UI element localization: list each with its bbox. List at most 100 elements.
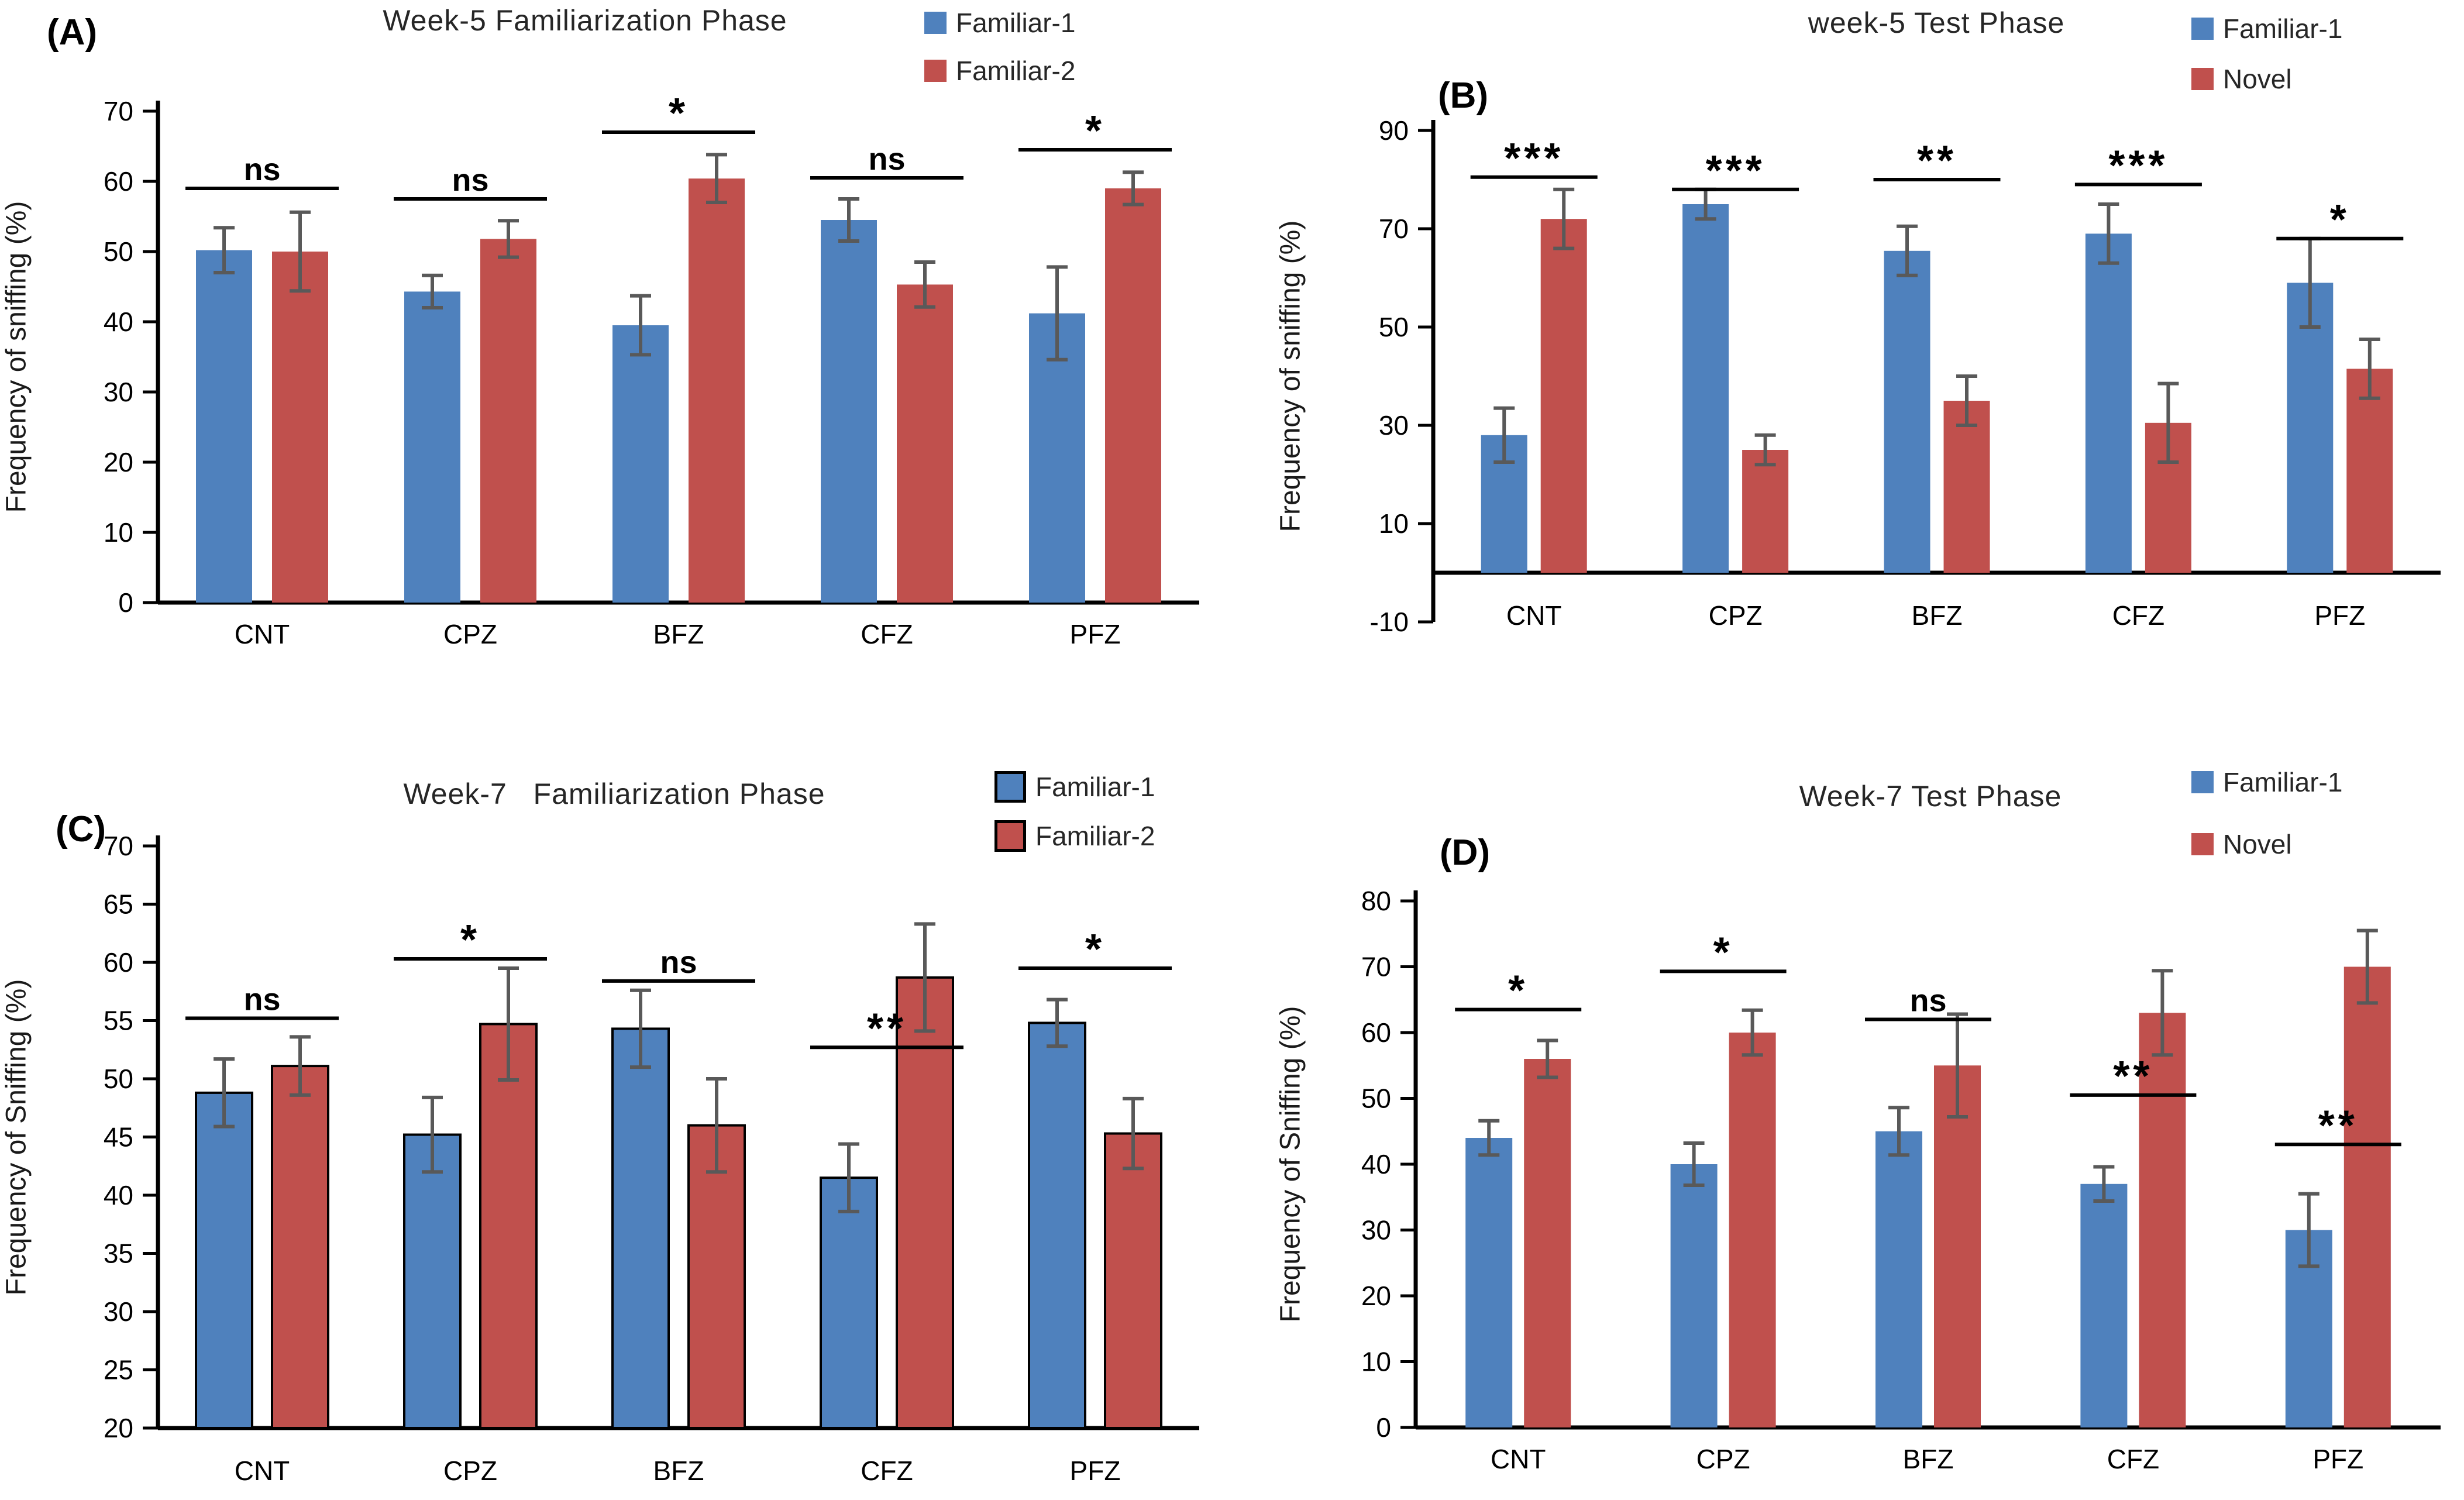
- significance-label: **: [2318, 1102, 2358, 1149]
- y-tick-label: 65: [104, 889, 133, 920]
- panel-a-week5-familiarization: (A) Week-5 Familiarization Phase Frequen…: [0, 0, 1232, 750]
- significance-label: *: [1508, 968, 1528, 1014]
- y-tick-label: 20: [1361, 1281, 1391, 1311]
- legend-item-familiar-1: Familiar-1: [2191, 766, 2342, 798]
- x-category-label: CFZ: [861, 619, 913, 649]
- y-tick-label: 90: [1379, 115, 1409, 146]
- significance-label: *: [669, 90, 689, 137]
- x-category-label: CFZ: [861, 1456, 913, 1486]
- y-tick-label: 30: [104, 377, 133, 407]
- bar-familiar-2-cnt: [272, 252, 328, 603]
- legend-item-familiar-1: Familiar-1: [924, 7, 1075, 39]
- significance-label: ns: [243, 982, 280, 1017]
- bar-novel-cnt: [1524, 1059, 1571, 1427]
- y-tick-label: 45: [104, 1122, 133, 1152]
- bar-familiar-2-bfz: [689, 178, 745, 603]
- legend-item-familiar-1: Familiar-1: [994, 771, 1155, 803]
- y-tick-label: 70: [104, 96, 133, 126]
- bar-familiar-1-cpz: [1682, 204, 1729, 573]
- x-category-label: BFZ: [653, 1456, 704, 1486]
- y-tick-label: 30: [1379, 410, 1409, 441]
- x-category-label: BFZ: [653, 619, 704, 649]
- y-tick-label: 35: [104, 1238, 133, 1269]
- y-tick-label: 50: [104, 1064, 133, 1094]
- red-swatch-icon: [994, 820, 1026, 852]
- significance-label: *: [460, 917, 480, 964]
- y-tick-label: 70: [104, 831, 133, 861]
- panel-d-plot-area: 0 10 20 30 40 50 60 70 80 CNT * CPZ * BFZ ns CFZ ** PFZ **: [1361, 886, 2441, 1474]
- bar-novel-bfz: [1943, 401, 1990, 573]
- y-tick-label: 0: [118, 587, 133, 618]
- significance-label: ***: [2108, 142, 2168, 189]
- bar-familiar-1-cnt: [196, 250, 252, 603]
- y-tick-label: 70: [1379, 214, 1409, 244]
- x-category-label: CFZ: [2107, 1444, 2159, 1474]
- x-category-label: BFZ: [1912, 600, 1963, 631]
- panel-c-legend: Familiar-1 Familiar-2: [994, 771, 1155, 852]
- bar-novel-cpz: [1729, 1033, 1776, 1427]
- x-category-label: CPZ: [443, 619, 497, 649]
- panel-c-title: Week-7 Familiarization Phase: [403, 777, 825, 810]
- bar-familiar-1-bfz: [612, 325, 669, 603]
- significance-label: **: [2113, 1053, 2153, 1100]
- y-tick-label: 40: [1361, 1149, 1391, 1179]
- bar-familiar-1-cnt: [195, 1091, 253, 1429]
- significance-label: *: [2330, 197, 2350, 243]
- significance-label: *: [1085, 926, 1105, 973]
- significance-label: ns: [660, 945, 697, 980]
- bar-familiar-1-bfz: [611, 1027, 670, 1429]
- x-category-label: BFZ: [1903, 1444, 1954, 1474]
- bar-familiar-1-bfz: [1875, 1131, 1922, 1427]
- bar-familiar-1-cpz: [1670, 1164, 1718, 1427]
- significance-label: ns: [1909, 983, 1946, 1019]
- y-tick-label: 50: [104, 236, 133, 267]
- y-tick-label: 70: [1361, 952, 1391, 982]
- bar-novel-cnt: [1540, 219, 1587, 573]
- bar-familiar-2-cnt: [271, 1065, 329, 1429]
- significance-label: ***: [1504, 135, 1564, 182]
- significance-label: ns: [452, 163, 488, 198]
- panel-d-week7-test: (D) Week-7 Test Phase Frequency of Sniff…: [1232, 750, 2464, 1500]
- bar-familiar-1-cpz: [403, 1133, 462, 1430]
- significance-label: ***: [1706, 147, 1766, 194]
- panel-b-label: (B): [1438, 75, 1489, 116]
- bar-novel-bfz: [1934, 1065, 1981, 1427]
- x-category-label: CNT: [1491, 1444, 1546, 1474]
- significance-label: **: [867, 1005, 907, 1052]
- bar-familiar-1-cfz: [2080, 1184, 2128, 1427]
- x-category-label: PFZ: [1070, 1456, 1121, 1486]
- bar-familiar-1-cfz: [820, 1176, 878, 1430]
- bar-familiar-1-pfz: [1029, 313, 1085, 603]
- y-tick-label: 30: [104, 1296, 133, 1327]
- legend-label: Familiar-1: [1035, 772, 1155, 802]
- y-tick-label: 10: [104, 517, 133, 548]
- bar-familiar-2-cfz: [897, 284, 953, 603]
- panel-b-legend: Familiar-1 Novel: [2191, 13, 2342, 95]
- x-category-label: PFZ: [2314, 600, 2365, 631]
- panel-a-plot-area: 0 10 20 30 40 50 60 70 CNT ns CPZ ns BFZ * CFZ ns PFZ *: [104, 90, 1199, 649]
- legend-item-novel: Novel: [2191, 63, 2342, 95]
- y-tick-label: 80: [1361, 886, 1391, 916]
- significance-label: ns: [243, 152, 280, 187]
- bar-familiar-1-pfz: [1028, 1021, 1086, 1430]
- y-tick-label: -10: [1370, 607, 1409, 637]
- legend-label: Familiar-1: [956, 8, 1076, 38]
- bar-familiar-2-cpz: [479, 1023, 538, 1430]
- y-tick-label: 20: [104, 447, 133, 477]
- y-tick-label: 50: [1361, 1083, 1391, 1114]
- panel-d-title: Week-7 Test Phase: [1799, 780, 2062, 813]
- red-swatch-icon: [924, 60, 947, 82]
- panel-a-label: (A): [47, 12, 98, 53]
- panel-c-plot-area: 20 25 30 35 40 45 50 55 60 65 70 CNT ns CPZ * BFZ ns CFZ *…: [104, 831, 1199, 1486]
- bar-familiar-1-cfz: [2085, 233, 2132, 573]
- bar-familiar-2-cpz: [480, 239, 536, 603]
- y-tick-label: 50: [1379, 312, 1409, 342]
- y-tick-label: 60: [104, 166, 133, 197]
- red-swatch-icon: [2191, 833, 2214, 855]
- y-tick-label: 10: [1379, 508, 1409, 539]
- panel-b-week5-test: (B) week-5 Test Phase Frequency of sniff…: [1232, 0, 2464, 750]
- bar-familiar-1-bfz: [1884, 250, 1930, 573]
- x-category-label: CNT: [235, 619, 290, 649]
- red-swatch-icon: [2191, 68, 2214, 90]
- y-tick-label: 40: [104, 1180, 133, 1210]
